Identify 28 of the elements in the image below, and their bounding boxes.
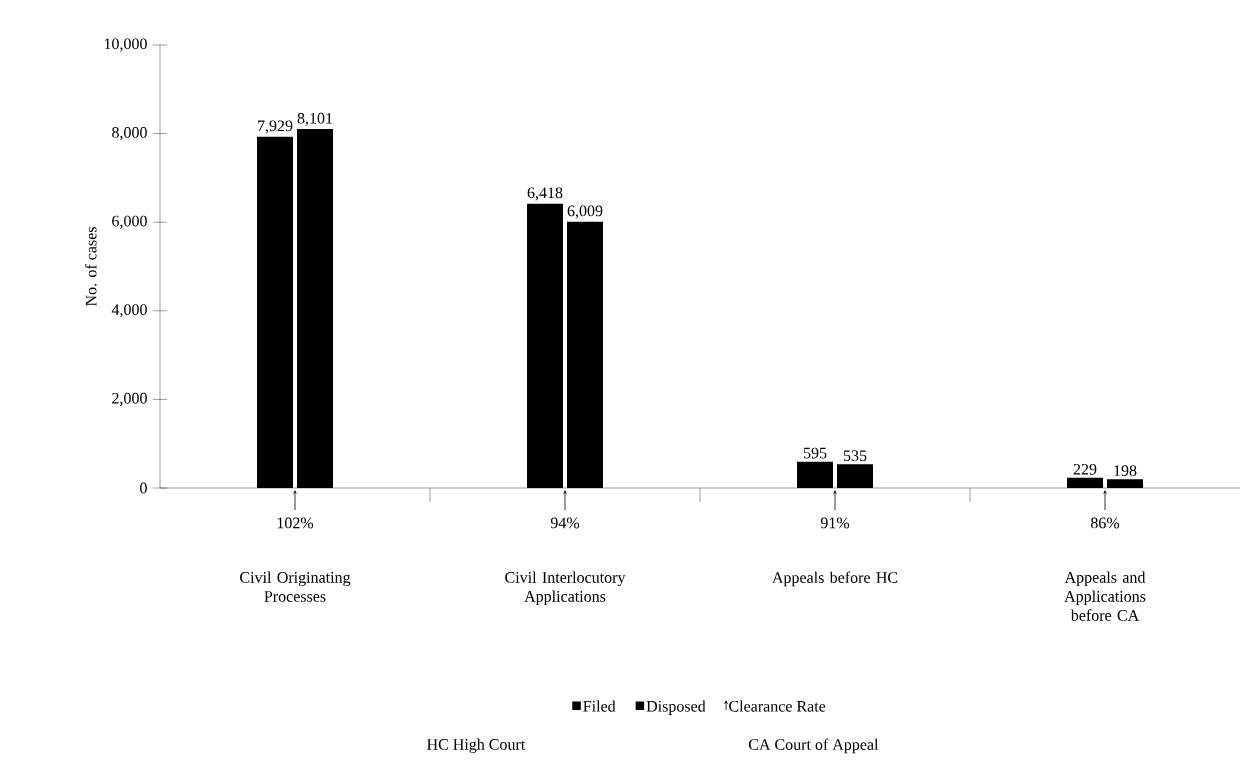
text: 86% xyxy=(1090,517,1120,529)
y-tick-label: 6,000 xyxy=(112,215,147,229)
data-label: 198 xyxy=(1114,465,1137,477)
y-tick-label: 2,000 xyxy=(112,392,147,406)
y-tick-label: 8,000 xyxy=(112,127,147,141)
legend-label: Filed xyxy=(583,700,616,712)
x-tick-label: Appeals before HC xyxy=(772,571,898,587)
data-label: 595 xyxy=(803,447,827,459)
text: 102% xyxy=(277,517,314,529)
x-tick-label: Appeals and Applications before CA xyxy=(1064,571,1146,621)
data-label: 6,009 xyxy=(567,205,603,219)
data-label: 229 xyxy=(1073,463,1097,475)
data-label: 8,101 xyxy=(297,112,333,126)
legend-label: Disposed xyxy=(646,700,706,715)
y-tick-label: 10,000 xyxy=(104,38,147,52)
data-label: 6,418 xyxy=(527,187,563,201)
x-tick-label: Civil Interlocutory Applications xyxy=(505,571,626,606)
text: HC High Court xyxy=(427,738,526,754)
x-tick-label: Civil Originating Processes xyxy=(240,571,351,602)
text: Clearance Rate xyxy=(729,700,826,712)
y-axis-title: No. of cases xyxy=(85,227,97,307)
data-label: 535 xyxy=(843,450,867,462)
y-tick-label: 0 xyxy=(140,482,147,494)
text: CA Court of Appeal xyxy=(748,738,879,754)
data-label: 7,929 xyxy=(258,120,293,134)
y-tick-label: 4,000 xyxy=(111,304,147,318)
text: 91% xyxy=(820,517,850,529)
text: 94% xyxy=(550,517,580,529)
